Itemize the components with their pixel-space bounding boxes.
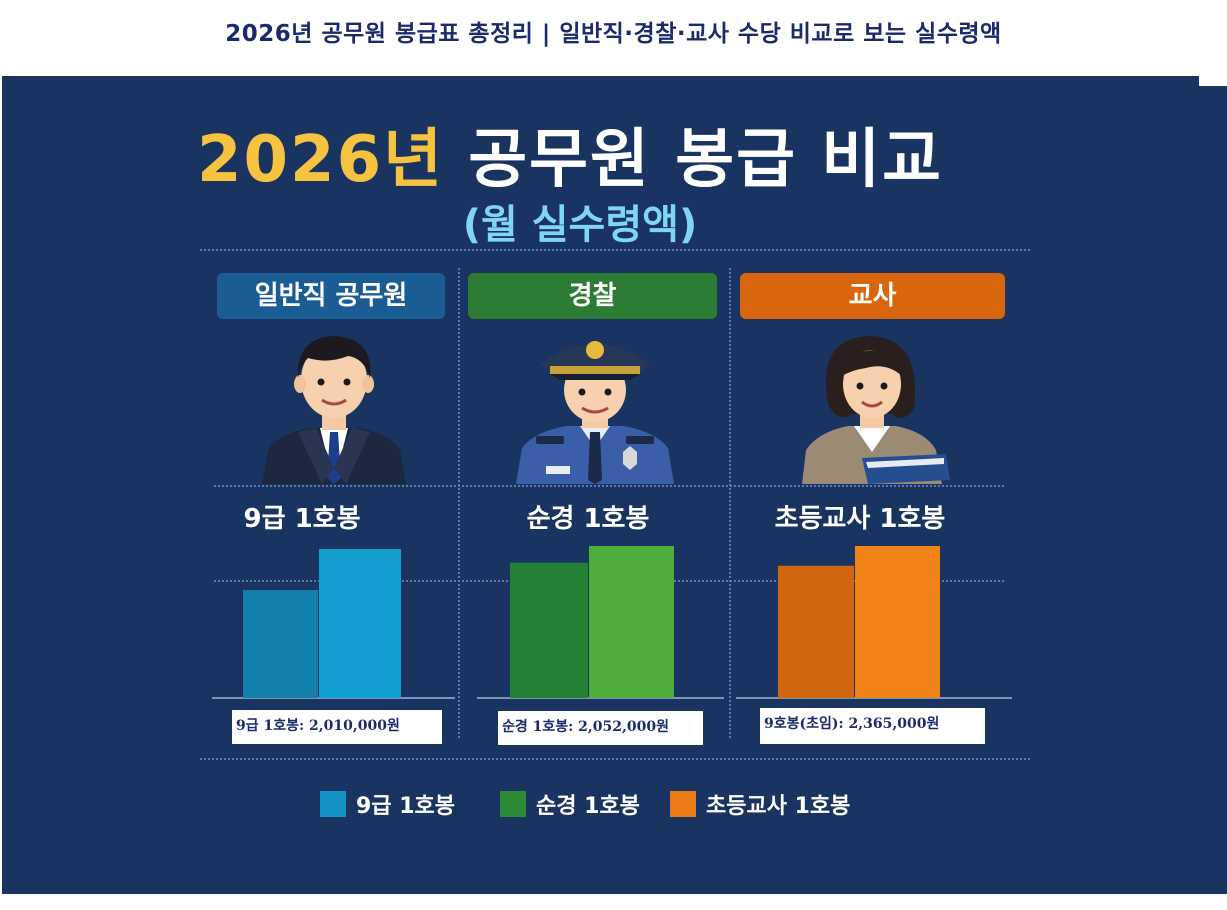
legend-label-civil: 9급 1호봉	[356, 794, 455, 819]
divider-top	[200, 249, 1030, 251]
column-divider-2	[729, 268, 731, 738]
legend-label-police: 순경 1호봉	[536, 794, 640, 819]
divider-mid	[214, 485, 1004, 487]
legend-swatch-civil	[320, 791, 346, 817]
legend-swatch-teacher	[670, 791, 696, 817]
tag-civil-servant: 일반직 공무원	[217, 273, 445, 319]
police-officer-icon	[516, 341, 674, 484]
value-police: 순경 1호봉: 2,052,000원	[498, 711, 703, 745]
headline-text: 공무원 봉급 비교	[444, 123, 944, 197]
label-police: 순경 1호봉	[526, 504, 650, 534]
legend-swatch-police	[500, 791, 526, 817]
value-civil-servant: 9급 1호봉: 2,010,000원	[232, 710, 442, 744]
page-caption: 2026년 공무원 봉급표 총정리 | 일반직·경찰·교사 수당 비교로 보는 …	[225, 21, 1002, 47]
legend-item-civil: 9급 1호봉	[320, 790, 455, 819]
bar-0-0	[243, 590, 318, 698]
teacher-icon	[802, 336, 950, 484]
bar-0-1	[319, 549, 401, 698]
legend-label-teacher: 초등교사 1호봉	[706, 794, 851, 819]
civil-servant-icon	[262, 336, 406, 484]
tag-police: 경찰	[468, 273, 717, 319]
column-divider-1	[458, 268, 460, 738]
subheadline: (월 실수령액)	[462, 202, 698, 248]
divider-bottom	[200, 758, 1030, 760]
legend-item-teacher: 초등교사 1호봉	[670, 790, 851, 819]
bar-2-0	[778, 565, 854, 698]
headline-year: 2026년	[196, 123, 444, 197]
value-teacher: 9호봉(초임): 2,365,000원	[760, 708, 985, 744]
legend-item-police: 순경 1호봉	[500, 790, 640, 819]
label-civil-servant: 9급 1호봉	[243, 504, 361, 534]
tag-teacher: 교사	[740, 273, 1005, 319]
bar-2-1	[855, 546, 940, 698]
label-teacher: 초등교사 1호봉	[774, 504, 946, 534]
bar-1-1	[589, 546, 674, 698]
bar-1-0	[510, 562, 588, 698]
headline: 2026년 공무원 봉급 비교	[0, 108, 1140, 200]
panel-edge	[1199, 86, 1227, 894]
